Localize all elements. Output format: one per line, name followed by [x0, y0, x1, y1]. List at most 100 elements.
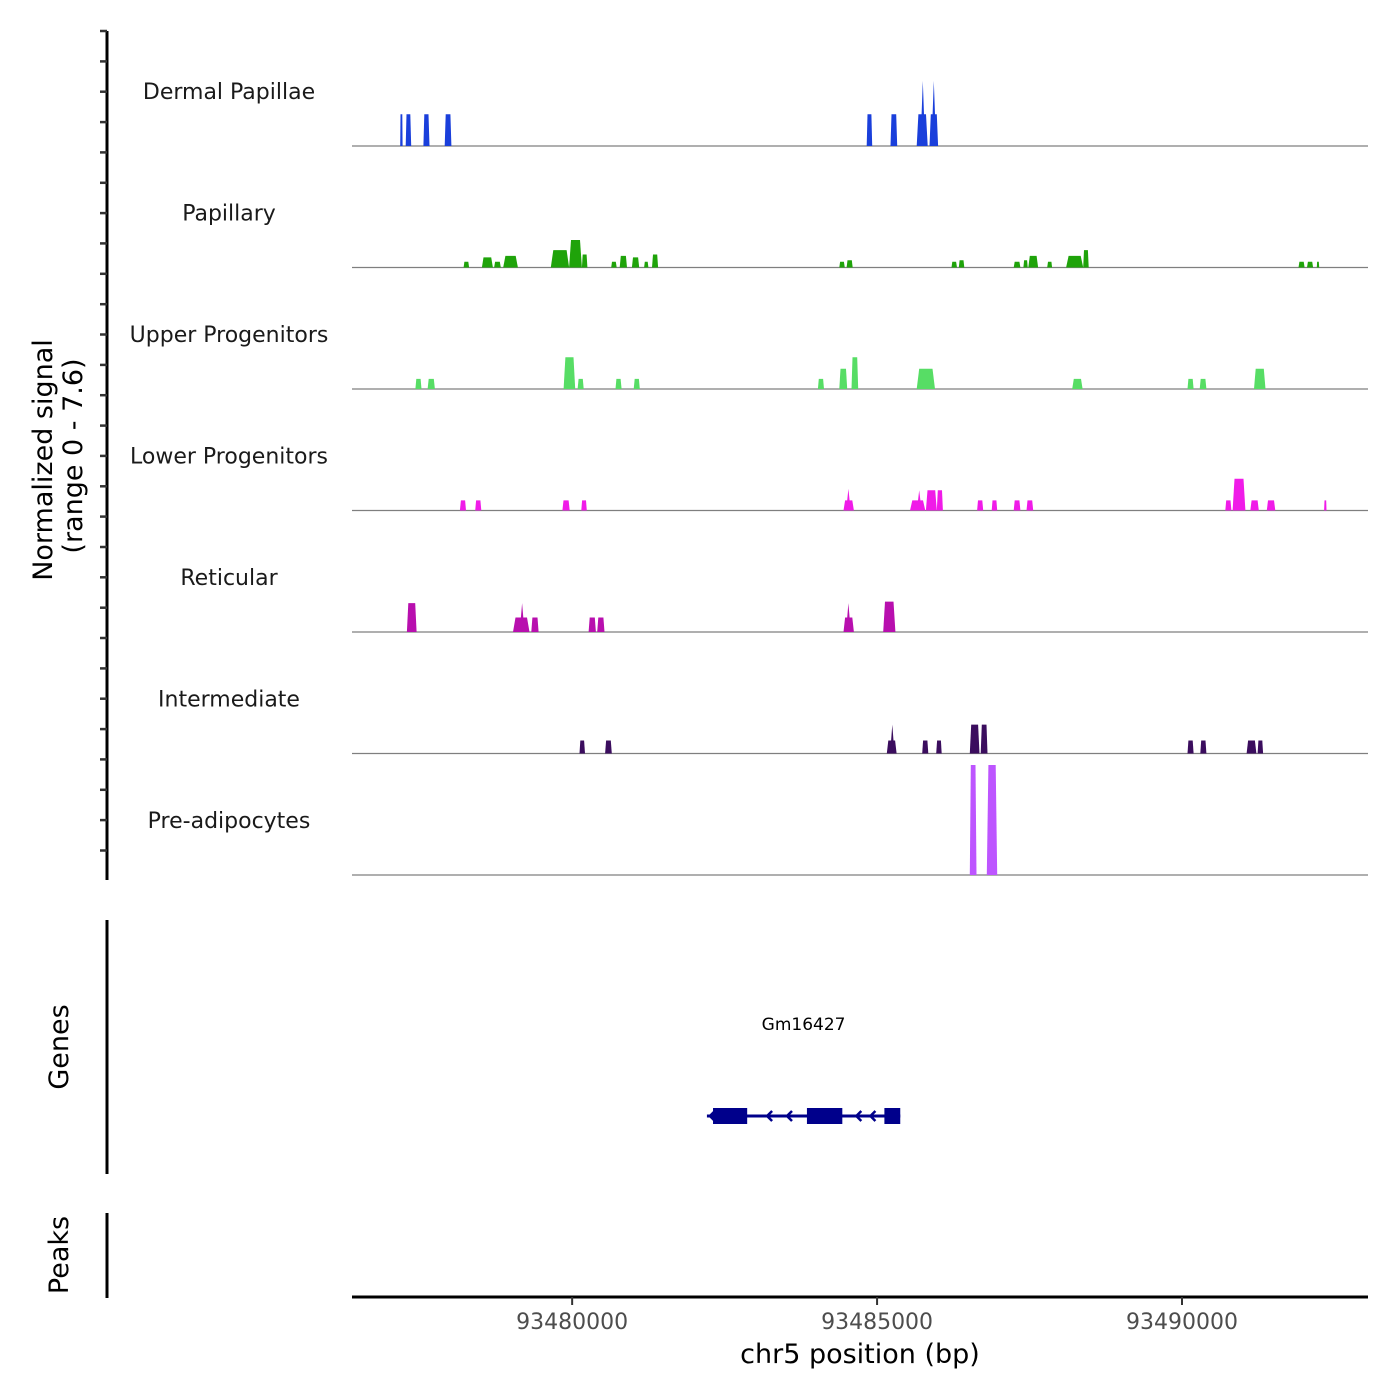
signal-peak	[494, 261, 501, 268]
signal-peak	[936, 740, 942, 754]
signal-peak	[611, 261, 617, 268]
signal-peak	[929, 80, 939, 146]
signal-peak	[883, 601, 896, 632]
strand-arrow-icon	[765, 1110, 773, 1122]
signal-peak	[1298, 261, 1305, 268]
signal-peak	[1013, 261, 1021, 268]
x-axis-title: chr5 position (bp)	[740, 1339, 980, 1370]
signal-peak	[936, 490, 943, 511]
signal-peak	[1187, 740, 1194, 754]
signal-peak	[890, 114, 898, 146]
signal-peak	[1257, 740, 1264, 754]
track-dermal-papillae: Dermal Papillae	[143, 80, 1368, 147]
signal-peak	[562, 500, 570, 511]
signal-peak	[980, 724, 988, 754]
gene-exon	[884, 1108, 901, 1124]
signal-peak	[481, 257, 493, 268]
signal-peak	[1026, 500, 1034, 511]
signal-peak	[563, 357, 576, 389]
genes-track: Gm16427	[706, 1015, 901, 1124]
track-upper-progenitors: Upper Progenitors	[130, 323, 1368, 390]
gene-gm16427: Gm16427	[706, 1015, 901, 1124]
signal-peak	[866, 114, 873, 146]
track-lower-progenitors: Lower Progenitors	[130, 445, 1368, 512]
track-pre-adipocytes: Pre-adipocytes	[148, 765, 1368, 876]
track-label: Dermal Papillae	[143, 80, 315, 105]
signal-peak	[1316, 261, 1320, 268]
signal-peak	[1307, 261, 1314, 268]
signal-peak	[986, 765, 998, 875]
strand-arrow-icon	[868, 1110, 877, 1122]
peaks-panel-label: Peaks	[44, 1216, 75, 1294]
signal-peak	[406, 603, 417, 632]
signal-peak	[631, 257, 640, 268]
track-label: Intermediate	[158, 688, 300, 713]
signal-peak	[1072, 378, 1083, 389]
signal-peak	[459, 500, 466, 511]
signal-peak	[1083, 250, 1089, 268]
x-axis-ticks: 93480000 93485000 93490000	[516, 1297, 1238, 1335]
signal-peak	[916, 368, 935, 389]
signal-peak	[1232, 478, 1246, 511]
signal-y-axis-ticks	[100, 29, 107, 852]
signal-peak	[925, 490, 937, 511]
signal-peak	[1187, 378, 1194, 389]
track-label: Lower Progenitors	[130, 445, 328, 470]
signal-peak	[1254, 368, 1266, 389]
signal-peak	[463, 261, 470, 268]
signal-peak	[851, 357, 859, 389]
signal-peak	[475, 500, 482, 511]
signal-tracks: Dermal Papillae Papillary Upper Progenitor…	[130, 80, 1368, 876]
signal-peak	[977, 500, 984, 511]
signal-peak	[652, 254, 659, 268]
y-axis-title-line2: (range 0 - 7.6)	[58, 358, 89, 553]
signal-peak	[1324, 500, 1327, 511]
track-reticular: Reticular	[180, 566, 1368, 633]
track-intermediate: Intermediate	[158, 688, 1368, 755]
signal-peak	[1200, 740, 1207, 754]
signal-peak	[644, 261, 649, 268]
signal-peak	[922, 740, 929, 754]
signal-peak	[423, 114, 430, 146]
strand-arrow-icon	[854, 1110, 863, 1122]
signal-peak	[444, 114, 452, 146]
signal-peak	[415, 378, 422, 389]
signal-peak	[619, 255, 627, 268]
signal-peak	[1066, 255, 1084, 268]
signal-peak	[513, 603, 530, 632]
signal-peak	[569, 240, 582, 268]
track-label: Papillary	[182, 202, 276, 227]
signal-peak	[1225, 500, 1232, 511]
track-label: Reticular	[180, 566, 278, 591]
signal-peak	[910, 490, 926, 511]
signal-peak	[400, 114, 403, 146]
signal-peak	[916, 80, 928, 146]
signal-peak	[958, 260, 965, 268]
gene-exon	[806, 1108, 843, 1124]
signal-peak	[1023, 260, 1028, 268]
signal-peak	[839, 368, 848, 389]
signal-peak	[577, 378, 584, 389]
signal-peak	[1199, 378, 1207, 389]
y-axis-title-line1: Normalized signal	[28, 339, 59, 581]
signal-peak	[1028, 255, 1039, 268]
signal-peak	[503, 255, 518, 268]
signal-peak	[581, 254, 588, 268]
signal-peak	[969, 724, 980, 754]
signal-peak	[843, 603, 854, 632]
x-tick-label: 93485000	[821, 1310, 933, 1335]
signal-peak	[581, 500, 587, 511]
signal-peak	[817, 378, 824, 389]
signal-peak	[531, 617, 539, 632]
signal-peak	[615, 378, 622, 389]
x-tick-label: 93490000	[1126, 1310, 1238, 1335]
signal-peak	[839, 261, 845, 268]
signal-peak	[1250, 500, 1259, 511]
signal-peak	[886, 724, 897, 754]
track-label: Upper Progenitors	[130, 323, 329, 348]
signal-peak	[951, 261, 957, 268]
signal-peak	[846, 260, 853, 268]
signal-peak	[588, 617, 596, 632]
signal-peak	[1246, 740, 1257, 754]
